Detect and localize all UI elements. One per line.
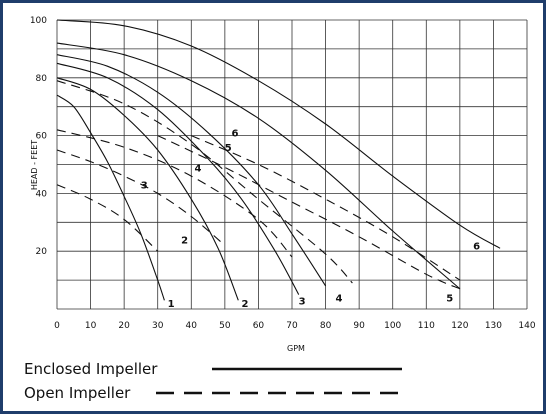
y-tick-label: 100: [30, 16, 47, 26]
y-tick-label: 60: [36, 132, 48, 142]
x-axis-label: GPM: [287, 344, 305, 353]
y-tick-label: 80: [36, 74, 48, 84]
open-impeller-curve-3: [56, 129, 293, 258]
curve-label: 6: [231, 129, 238, 140]
x-tick-label: 60: [253, 321, 265, 331]
enclosed-impeller-curve-1: [56, 94, 165, 301]
x-tick-label: 10: [85, 321, 97, 331]
curve-label: 6: [473, 241, 480, 252]
y-tick-label: 40: [36, 189, 48, 199]
x-tick-label: 0: [54, 321, 60, 331]
curve-label: 2: [242, 299, 249, 310]
x-tick-label: 20: [118, 321, 130, 331]
curve-labels: 1 2 3 4 5 6 2 3 4 5 6: [141, 129, 480, 311]
series-group: [56, 19, 501, 301]
x-tick-label: 80: [320, 321, 332, 331]
curve-label: 5: [225, 143, 232, 154]
enclosed-impeller-curve-2: [56, 77, 239, 301]
legend-enclosed-label: Enclosed Impeller: [24, 360, 158, 378]
curve-label: 3: [299, 296, 306, 307]
x-tick-label: 130: [485, 321, 502, 331]
curve-label: 2: [181, 236, 188, 247]
y-tick-label: 20: [36, 247, 48, 257]
open-impeller-curve-1: [56, 184, 159, 252]
open-impeller-curve-4: [56, 80, 353, 284]
tick-labels: 0 10 20 30 40 50 60 70 80 90 100 110 120 130 140 20 40 60…: [30, 16, 536, 331]
open-impeller-curve-5: [157, 135, 461, 290]
x-tick-label: 140: [518, 321, 535, 331]
x-tick-label: 50: [219, 321, 231, 331]
y-axis-label: HEAD - FEET: [30, 140, 39, 190]
open-impeller-curve-6: [191, 135, 461, 281]
legend-open-label: Open Impeller: [24, 384, 131, 402]
x-tick-label: 110: [418, 321, 435, 331]
curve-label: 4: [195, 163, 202, 174]
x-tick-label: 120: [451, 321, 468, 331]
curve-label: 5: [446, 293, 453, 304]
legend: Enclosed Impeller Open Impeller: [24, 360, 402, 402]
grid: [56, 19, 528, 310]
x-tick-label: 30: [152, 321, 164, 331]
curve-label: 1: [168, 299, 175, 310]
curve-label: 3: [141, 181, 148, 192]
enclosed-impeller-curve-3: [56, 62, 300, 295]
x-tick-label: 100: [384, 321, 401, 331]
x-tick-label: 40: [186, 321, 198, 331]
x-tick-label: 90: [353, 321, 365, 331]
x-tick-label: 70: [286, 321, 298, 331]
enclosed-impeller-curve-6: [56, 19, 501, 249]
enclosed-impeller-curve-5: [56, 42, 461, 290]
curve-label: 4: [336, 293, 343, 304]
open-impeller-curve-2: [56, 149, 226, 246]
enclosed-impeller-curve-4: [56, 54, 327, 287]
